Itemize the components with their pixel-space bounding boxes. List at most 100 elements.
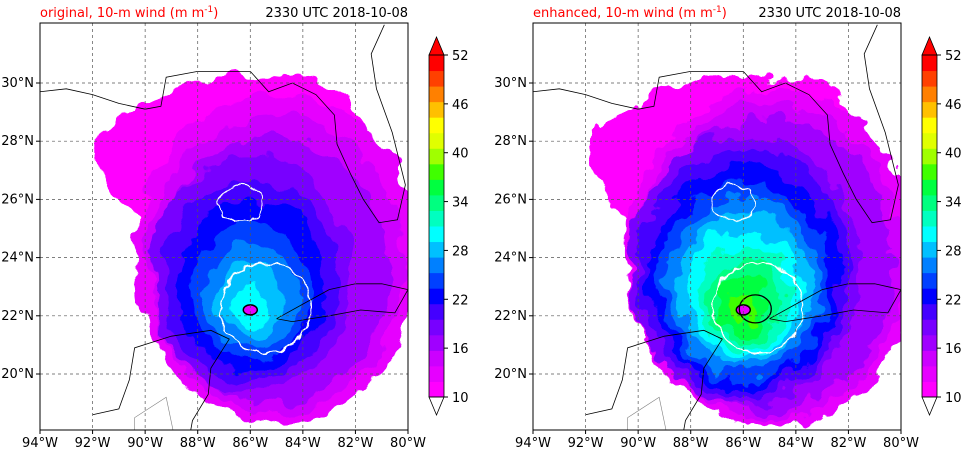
colorbar-segment <box>429 70 444 87</box>
gulf-coastline <box>40 24 406 224</box>
colorbar-segment <box>922 241 937 258</box>
colorbar-tick-label: 22 <box>945 293 962 308</box>
colorbar-extend-max <box>428 35 445 56</box>
band-contour <box>217 184 263 222</box>
colorbar-segment <box>429 117 444 134</box>
colorbar-segment <box>922 70 937 87</box>
colorbar-segment <box>922 210 937 227</box>
core-contour <box>712 262 805 354</box>
colorbar-segment <box>922 163 937 180</box>
x-tick-label: 92°W <box>568 436 604 451</box>
gridlines-original <box>40 23 408 430</box>
colorbar-frame <box>428 54 445 398</box>
colorbar-segment <box>429 148 444 165</box>
colorbar-segment <box>429 334 444 351</box>
x-tick-label: 84°W <box>778 436 814 451</box>
state-border <box>134 396 174 430</box>
panel-time-enhanced: 2330 UTC 2018-10-08 <box>758 6 901 21</box>
x-tick-label: 86°W <box>232 436 268 451</box>
colorbar-segment <box>429 381 444 398</box>
colorbar-extend-min <box>921 396 938 417</box>
y-tick-label: 20°N <box>494 367 527 382</box>
x-tick-label: 80°W <box>390 436 426 451</box>
colorbar-segment <box>429 210 444 227</box>
x-tick-label: 80°W <box>883 436 919 451</box>
colorbar-segment <box>429 101 444 118</box>
y-tick-label: 20°N <box>1 367 34 382</box>
y-tick-label: 28°N <box>1 134 34 149</box>
coastlines-original <box>40 24 408 430</box>
panel-title-original: original, 10-m wind (m m-1) <box>40 5 218 21</box>
wind-field-enhanced <box>586 75 901 427</box>
colorbar-tick-label: 10 <box>452 391 469 406</box>
colorbar-segment <box>429 350 444 367</box>
panel-original: original, 10-m wind (m m-1) 2330 UTC 201… <box>1 5 468 451</box>
map-frame-enhanced <box>532 22 902 431</box>
colorbar-segment <box>429 272 444 289</box>
colorbar-tick-label: 28 <box>452 244 469 259</box>
eye-contour <box>735 304 752 316</box>
colorbar-segment <box>922 319 937 336</box>
panel-title-enhanced: enhanced, 10-m wind (m m-1) <box>533 5 727 21</box>
y-tick-label: 24°N <box>494 251 527 266</box>
colorbar-tick-label: 46 <box>945 98 962 113</box>
colorbar-segment <box>429 86 444 103</box>
colorbar-segment <box>922 303 937 320</box>
colorbar-tick-label: 16 <box>945 342 962 357</box>
colorbar-segment <box>429 163 444 180</box>
colorbar-tick-label: 16 <box>452 342 469 357</box>
colorbar-segment <box>429 241 444 258</box>
colorbar-segment <box>922 272 937 289</box>
storm-eye <box>243 304 258 315</box>
colorbar-segment <box>922 350 937 367</box>
colorbar-extend-min <box>428 396 445 417</box>
x-tick-label: 88°W <box>673 436 709 451</box>
colorbar-segment <box>922 132 937 149</box>
x-tick-label: 86°W <box>725 436 761 451</box>
colorbar-segment <box>922 381 937 398</box>
colorbar-segment <box>429 288 444 305</box>
x-tick-label: 94°W <box>515 436 551 451</box>
colorbar-tick-label: 52 <box>452 49 469 64</box>
y-tick-label: 26°N <box>1 192 34 207</box>
yucatan-coastline <box>92 329 230 430</box>
colorbar-segment <box>429 132 444 149</box>
colorbar-extend-max <box>921 35 938 56</box>
colorbar-tick-label: 46 <box>452 98 469 113</box>
cuba-coastline <box>769 283 901 323</box>
colorbar-segment <box>922 148 937 165</box>
colorbar-tick-label: 52 <box>945 49 962 64</box>
colorbar-segment <box>429 303 444 320</box>
x-tick-label: 90°W <box>620 436 656 451</box>
x-tick-label: 90°W <box>127 436 163 451</box>
y-tick-label: 30°N <box>1 76 34 91</box>
x-tick-label: 84°W <box>285 436 321 451</box>
map-original <box>40 23 408 430</box>
map-enhanced <box>533 23 901 430</box>
axis-ticks-enhanced: 94°W 92°W 90°W 88°W 86°W 84°W 82°W 80°W 20°N 22°N… <box>494 76 919 451</box>
core-contour <box>219 262 312 354</box>
x-tick-label: 88°W <box>180 436 216 451</box>
colorbar-segment <box>922 117 937 134</box>
y-tick-label: 30°N <box>494 76 527 91</box>
yucatan-coastline <box>585 329 723 430</box>
gridlines-enhanced <box>533 23 901 430</box>
colorbar-tick-label: 28 <box>945 244 962 259</box>
colorbar-segment <box>429 194 444 211</box>
axis-ticks-original: 94°W 92°W 90°W 88°W 86°W 84°W 82°W 80°W 20°N 22°N… <box>1 76 426 451</box>
colorbar-tick-label: 40 <box>452 147 469 162</box>
colorbar-frame <box>921 54 938 398</box>
colorbar-segment <box>429 319 444 336</box>
band-contour <box>710 184 756 222</box>
y-tick-label: 24°N <box>1 251 34 266</box>
colorbar-tick-label: 34 <box>452 196 469 211</box>
colorbar-segment <box>922 334 937 351</box>
max-contour <box>738 294 772 324</box>
colorbar-tick-label: 34 <box>945 196 962 211</box>
colorbar-tick-label: 10 <box>945 391 962 406</box>
colorbar-tick-label: 22 <box>452 293 469 308</box>
x-tick-label: 82°W <box>337 436 373 451</box>
colorbar-segment <box>922 55 937 72</box>
colorbar-segment <box>922 86 937 103</box>
